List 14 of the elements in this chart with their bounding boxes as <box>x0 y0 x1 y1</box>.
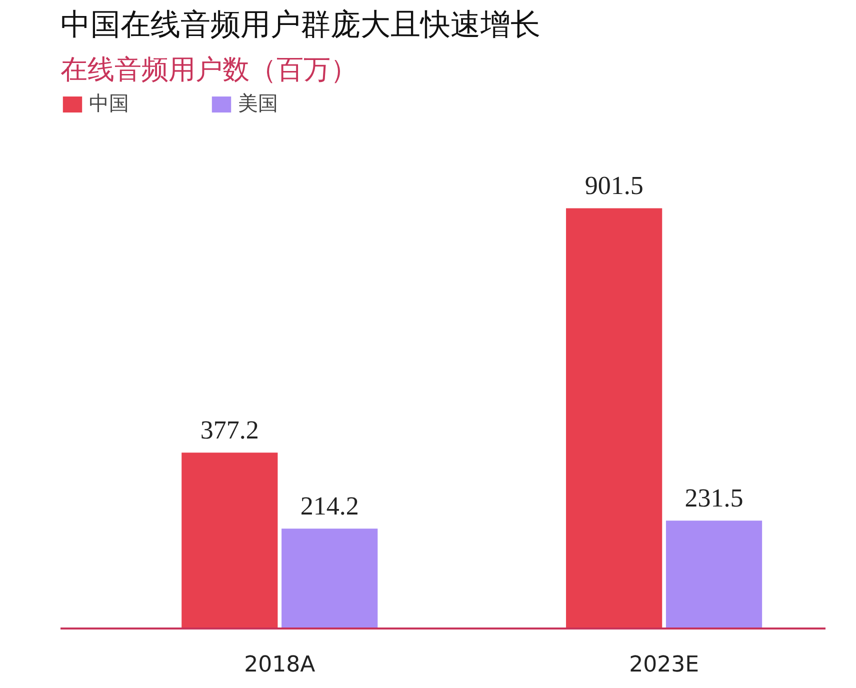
data-label: 231.5 <box>684 484 744 513</box>
bar <box>182 452 278 628</box>
data-label: 214.2 <box>300 492 359 521</box>
chart-title: 中国在线音频用户群庞大且快速增长 <box>60 8 540 42</box>
data-label: 377.2 <box>200 416 259 445</box>
data-label: 901.5 <box>584 171 644 200</box>
chart-subtitle: 在线音频用户数（百万） <box>60 54 358 86</box>
x-tick-label: 2023E <box>629 652 699 678</box>
legend-label: 中国 <box>89 90 129 117</box>
x-tick-label: 2018A <box>244 652 316 678</box>
bar <box>666 520 762 628</box>
legend-label: 美国 <box>238 90 278 117</box>
bar <box>566 208 662 628</box>
bar <box>282 528 378 628</box>
